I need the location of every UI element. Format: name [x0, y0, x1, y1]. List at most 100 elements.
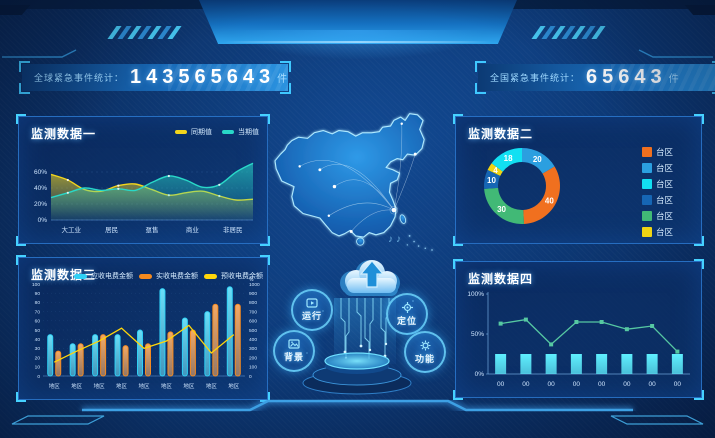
- legend-item: 同期值: [175, 127, 212, 137]
- tick-label: %: [249, 277, 254, 283]
- bar: [100, 334, 107, 377]
- tick-label: 00: [522, 381, 530, 388]
- up-arrow-icon: [359, 260, 385, 288]
- circuit-lines: [340, 298, 390, 362]
- tick-label: 0%: [38, 217, 48, 224]
- tick-label: 50: [35, 328, 41, 334]
- tick-label: 60%: [34, 169, 47, 176]
- tick-label: 地区: [161, 382, 173, 390]
- bar: [212, 303, 219, 377]
- tick-label: 4: [493, 166, 498, 175]
- bar: [137, 329, 143, 377]
- tick-label: 30: [35, 346, 41, 352]
- tick-label: 10: [487, 176, 496, 185]
- background-button[interactable]: 背景: [273, 330, 315, 372]
- bar: [596, 354, 608, 374]
- area-series: [51, 163, 253, 220]
- run-icon: [306, 298, 318, 308]
- tick-label: 地区: [206, 382, 218, 390]
- tick-label: 地区: [116, 382, 128, 390]
- tick-label: 居民: [105, 226, 118, 234]
- tick-label: 地区: [94, 382, 106, 390]
- bar: [545, 354, 557, 374]
- panel-monitor-3: 监测数据三 应收电费金额 实收电费金额 预收电费余额 0 10 20 30 40 50 60 70…: [16, 255, 270, 402]
- counter-label: 全球紧急事件统计：: [34, 73, 125, 83]
- tick-label: 大工业: [61, 225, 81, 234]
- tick-label: 00: [674, 381, 682, 388]
- bar: [189, 329, 196, 377]
- global-emergency-counter: 全球紧急事件统计： 143565643 件: [19, 61, 291, 94]
- locate-icon: [401, 301, 413, 313]
- tick-label: 60: [35, 319, 41, 325]
- legend-item: 实收电费金额: [139, 271, 198, 281]
- bar: [570, 354, 582, 374]
- tick-label: 500: [249, 328, 257, 334]
- donut-slice: [491, 148, 522, 172]
- legend-bar-chart: 应收电费金额 实收电费金额 预收电费余额: [74, 271, 263, 281]
- function-button[interactable]: 功能: [404, 331, 446, 373]
- donut-slice: [487, 163, 503, 176]
- tick-label: 00: [548, 381, 556, 388]
- line-marker: [599, 320, 604, 324]
- function-icon: [420, 340, 430, 350]
- bar: [204, 311, 211, 377]
- tick-label: 00: [623, 381, 631, 388]
- panel-monitor-2: 监测数据二 台区 台区 台区 台区 台区 台区 20 40 30 10 4 18: [453, 114, 704, 246]
- china-outline: [274, 113, 425, 238]
- tick-label: 100%: [467, 291, 484, 298]
- tick-label: 300: [249, 346, 257, 352]
- legend-donut-chart: 台区 台区 台区 台区 台区 台区: [641, 146, 673, 238]
- locate-button[interactable]: 定位: [386, 293, 428, 335]
- header-corner-left: [0, 5, 31, 15]
- panel-title: 监测数据三: [31, 268, 97, 282]
- tick-label: 90: [35, 291, 41, 297]
- legend-item: 台区: [641, 178, 673, 190]
- line-marker: [498, 321, 503, 326]
- header-slashes-right: [531, 26, 606, 39]
- cloud-upload-icon: [340, 260, 400, 296]
- tick-label: 20%: [34, 201, 47, 208]
- header-corner-right: [684, 5, 715, 15]
- music-notes-decoration: ♪♪: [388, 234, 404, 245]
- legend-item: 台区: [641, 210, 673, 222]
- tick-label: 18: [504, 154, 513, 163]
- tick-label: 地区: [228, 382, 240, 390]
- tick-label: 00: [497, 381, 505, 388]
- tick-label: 600: [249, 319, 257, 325]
- line-marker: [549, 342, 554, 347]
- panel-title: 监测数据四: [468, 272, 534, 286]
- china-map: [274, 113, 433, 251]
- bar-line-chart: 0% 50% 100% 00 00 00 00 00 00 00 00: [460, 282, 700, 395]
- line-marker: [675, 349, 680, 354]
- line-marker: [523, 317, 528, 322]
- tick-label: 20: [35, 355, 41, 361]
- tick-label: 地区: [49, 382, 61, 390]
- bar: [226, 286, 233, 377]
- donut-chart: 20 40 30 10 4 18: [460, 134, 703, 241]
- counter-label: 全国紧急事件统计：: [490, 73, 581, 83]
- tick-label: 0: [37, 374, 40, 380]
- side-deco-left: [2, 49, 77, 58]
- legend-item: 台区: [641, 194, 673, 206]
- donut-slice: [484, 187, 524, 224]
- legend-item: 台区: [641, 162, 673, 174]
- header-glow: [230, 30, 486, 60]
- tick-label: 10: [35, 365, 41, 371]
- tick-label: 40%: [34, 185, 47, 192]
- bar: [167, 331, 174, 377]
- tick-label: 0: [249, 374, 252, 380]
- tick-label: 0%: [475, 371, 485, 378]
- tick-label: 800: [249, 300, 257, 306]
- tick-label: 00: [598, 381, 606, 388]
- line-series: [53, 324, 235, 363]
- tick-label: 30: [497, 205, 506, 214]
- bar: [159, 288, 166, 377]
- panel-title: 监测数据一: [31, 127, 97, 141]
- header-slashes-left: [107, 26, 182, 39]
- national-emergency-counter: 全国紧急事件统计： 65643 件: [475, 61, 715, 94]
- city-nodes: [298, 122, 417, 233]
- run-button[interactable]: 运行: [291, 289, 333, 331]
- counter-unit: 件: [277, 74, 288, 85]
- line-marker: [574, 320, 579, 324]
- flight-arcs: [299, 123, 416, 232]
